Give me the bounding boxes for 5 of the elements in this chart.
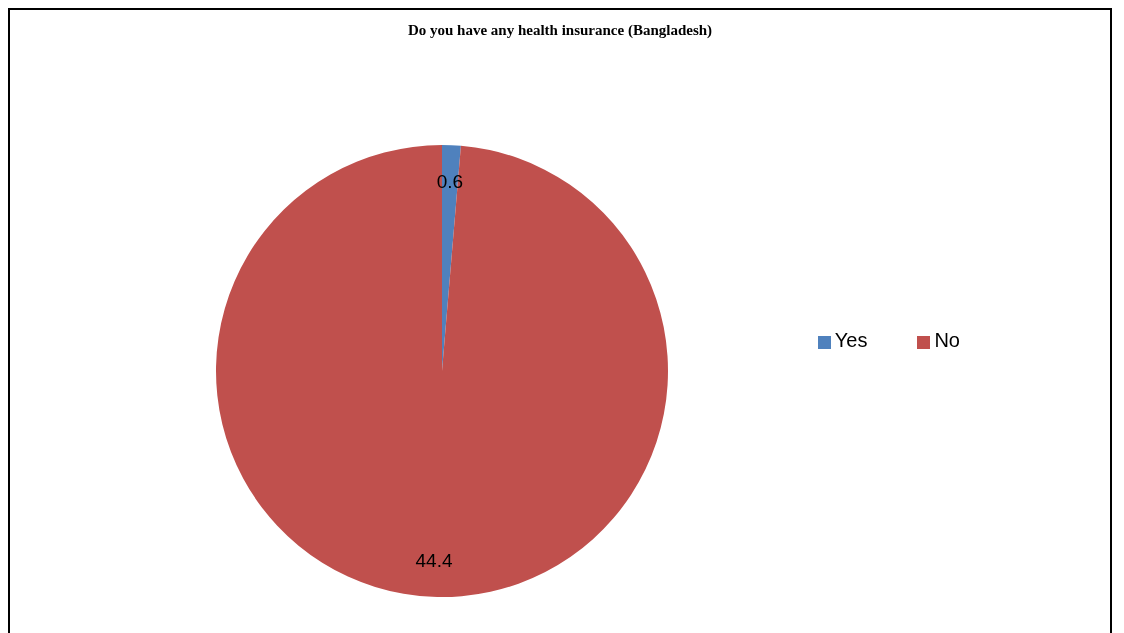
pie-slice [216,145,668,597]
legend-label: No [934,328,960,351]
legend-label: Yes [834,328,868,351]
data-label: 44.4 [415,550,453,572]
chart-title: Do you have any health insurance (Bangladesh) [406,21,714,40]
